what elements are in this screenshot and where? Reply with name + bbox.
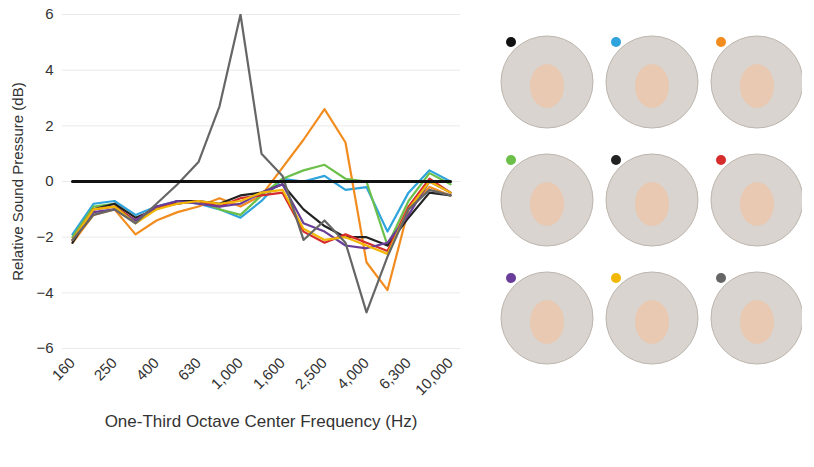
svg-text:400: 400 (132, 354, 162, 384)
svg-text:4,000: 4,000 (333, 354, 372, 393)
svg-text:2: 2 (45, 117, 53, 134)
html-text:One-Third Octave Center Freque: One-Third Octave Center Frequency (Hz) (104, 412, 418, 431)
svg-text:250: 250 (90, 354, 120, 384)
svg-text:6,300: 6,300 (375, 354, 414, 393)
svg-text:−2: −2 (36, 228, 53, 245)
svg-text:1,600: 1,600 (249, 354, 288, 393)
svg-text:6: 6 (45, 5, 53, 22)
svg-text:630: 630 (174, 354, 204, 384)
svg-text:−6: −6 (36, 339, 53, 356)
svg-text:4: 4 (45, 61, 53, 78)
svg-text:10,000: 10,000 (412, 354, 456, 398)
svg-text:−4: −4 (36, 284, 53, 301)
svg-text:1,000: 1,000 (207, 354, 246, 393)
svg-text:0: 0 (45, 172, 53, 189)
svg-text:Relative Sound Pressure (dB): Relative Sound Pressure (dB) (9, 82, 26, 280)
svg-text:160: 160 (48, 354, 78, 384)
svg-text:2,500: 2,500 (291, 354, 330, 393)
